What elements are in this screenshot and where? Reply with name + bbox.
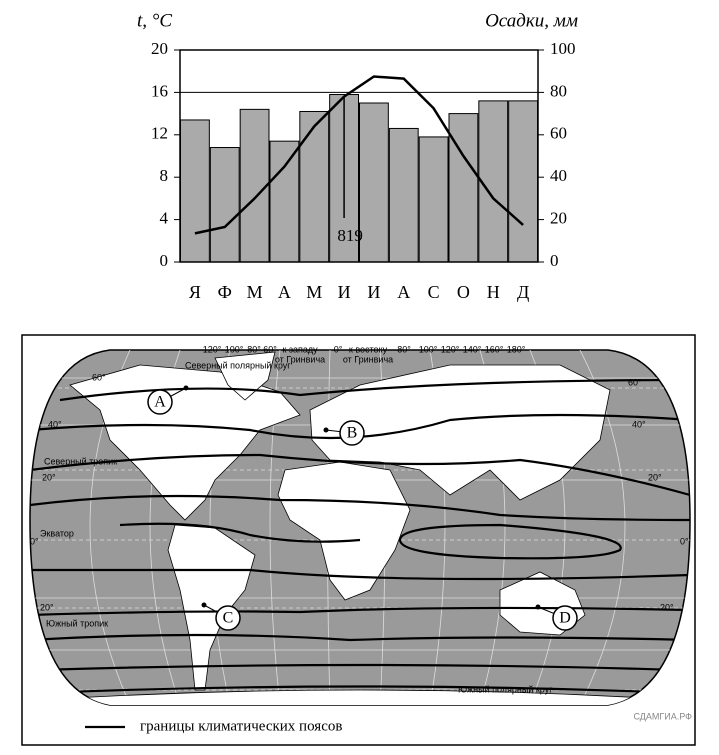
scale-label: 120°	[441, 344, 460, 354]
y2-tick-label: 0	[550, 251, 559, 270]
bar	[388, 127, 419, 263]
y-tick-label: 0	[160, 251, 169, 270]
y-tick-label: 16	[151, 81, 168, 100]
x-tick-label: Ф	[218, 282, 232, 302]
scale-label: 0°	[334, 344, 343, 354]
y2-tick-label: 100	[550, 39, 576, 58]
bar	[508, 100, 538, 263]
x-tick-label: М	[247, 282, 263, 302]
bar	[180, 119, 210, 263]
point-label: D	[559, 610, 571, 627]
latitude-label: 60°	[92, 372, 106, 382]
bar	[448, 113, 479, 263]
latitude-label: 20°	[42, 472, 56, 482]
scale-label: к западу	[282, 344, 318, 354]
x-tick-label: А	[278, 282, 291, 302]
point-marker	[552, 605, 578, 631]
point-marker	[339, 420, 365, 446]
x-tick-label: С	[428, 282, 440, 302]
scale-label: от Гринвича	[343, 354, 393, 364]
x-tick-label: М	[306, 282, 322, 302]
continents	[39, 351, 681, 705]
latitude-label: 40°	[48, 419, 62, 429]
temperature-line	[194, 75, 524, 235]
circle-label: Экватор	[40, 528, 74, 538]
point-dot	[535, 604, 541, 610]
circle-label: Южный полярный круг	[458, 684, 553, 694]
bar	[209, 147, 240, 263]
latitude-label: 0°	[680, 536, 689, 546]
scale-label: к востоку	[349, 344, 388, 354]
latitude-label: 20°	[648, 472, 662, 482]
scale-label: 100°	[419, 344, 438, 354]
y2-tick-label: 40	[550, 166, 567, 185]
scale-label: 80°	[247, 344, 261, 354]
circle-label: Северный полярный круг	[185, 360, 291, 370]
bar	[478, 100, 509, 263]
scale-label: 100°	[225, 344, 244, 354]
x-tick-label: И	[367, 282, 380, 302]
bar	[269, 140, 300, 263]
legend-text: границы климатических поясов	[140, 718, 342, 734]
point-dot	[323, 427, 329, 433]
y2-tick-label: 20	[550, 209, 567, 228]
annotation: 819	[337, 226, 363, 245]
scale-label: 180°	[507, 344, 526, 354]
y-tick-label: 8	[160, 166, 169, 185]
bar	[239, 108, 270, 263]
x-tick-label: Д	[517, 282, 529, 302]
scale-label: 80°	[397, 344, 411, 354]
point-dot	[183, 385, 189, 391]
x-tick-label: О	[457, 282, 470, 302]
latitude-label: 60°	[628, 377, 642, 387]
latitude-label: 20°	[660, 602, 674, 612]
x-tick-label: А	[397, 282, 410, 302]
x-tick-label: Я	[189, 282, 201, 302]
watermark: СДАМГИА.РФ	[634, 711, 693, 721]
latitude-label: 40°	[632, 419, 646, 429]
scale-label: 60°	[263, 344, 277, 354]
latitude-label: 0°	[30, 536, 39, 546]
circle-label: Северный тропик	[44, 456, 117, 466]
point-marker	[215, 605, 241, 631]
y2-axis-label: Осадки, мм	[485, 10, 578, 31]
plot-frame	[179, 49, 539, 263]
x-tick-label: Н	[487, 282, 500, 302]
scale-label: 140°	[463, 344, 482, 354]
scale-label: 160°	[485, 344, 504, 354]
y-tick-label: 4	[160, 209, 169, 228]
point-label: A	[154, 394, 166, 411]
bar	[359, 102, 389, 263]
climatogram: t, °C Осадки, мм 0 4 8 12 16 20 0 20 40 60 80 100 81…	[137, 10, 578, 302]
point-label: C	[223, 610, 234, 627]
y2-tick-label: 60	[550, 124, 567, 143]
point-dot	[201, 602, 207, 608]
y-tick-label: 20	[151, 39, 168, 58]
bar	[299, 110, 330, 263]
bar	[418, 136, 449, 263]
y2-tick-label: 80	[550, 81, 567, 100]
y-axis-label: t, °C	[137, 10, 172, 31]
scale-label: 120°	[203, 344, 222, 354]
point-label: B	[347, 425, 358, 442]
scale-label: от Гринвича	[275, 354, 325, 364]
circle-label: Южный тропик	[46, 618, 108, 628]
y-tick-label: 12	[151, 124, 168, 143]
x-tick-label: И	[338, 282, 351, 302]
map-content	[30, 350, 690, 705]
point-marker	[147, 389, 173, 415]
latitude-label: 20°	[40, 602, 54, 612]
